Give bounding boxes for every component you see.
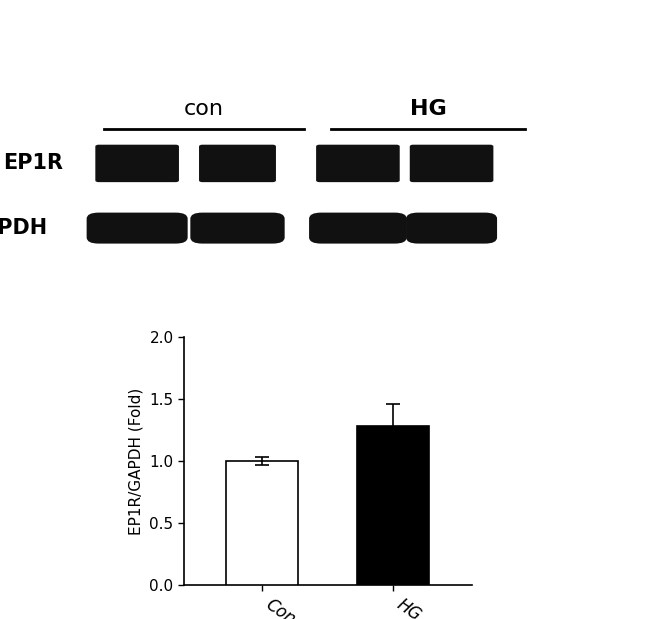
FancyBboxPatch shape	[409, 145, 494, 182]
Text: con: con	[184, 99, 224, 119]
Text: HG: HG	[410, 99, 446, 119]
Text: EP1R: EP1R	[3, 154, 64, 173]
FancyBboxPatch shape	[95, 145, 179, 182]
Y-axis label: EP1R/GAPDH (Fold): EP1R/GAPDH (Fold)	[129, 387, 144, 535]
Bar	[357, 426, 429, 585]
Bar	[227, 461, 298, 585]
FancyBboxPatch shape	[406, 212, 497, 244]
Text: GAPDH: GAPDH	[0, 218, 47, 238]
FancyBboxPatch shape	[199, 145, 276, 182]
FancyBboxPatch shape	[316, 145, 400, 182]
FancyBboxPatch shape	[190, 212, 285, 244]
FancyBboxPatch shape	[309, 212, 407, 244]
FancyBboxPatch shape	[87, 212, 187, 244]
